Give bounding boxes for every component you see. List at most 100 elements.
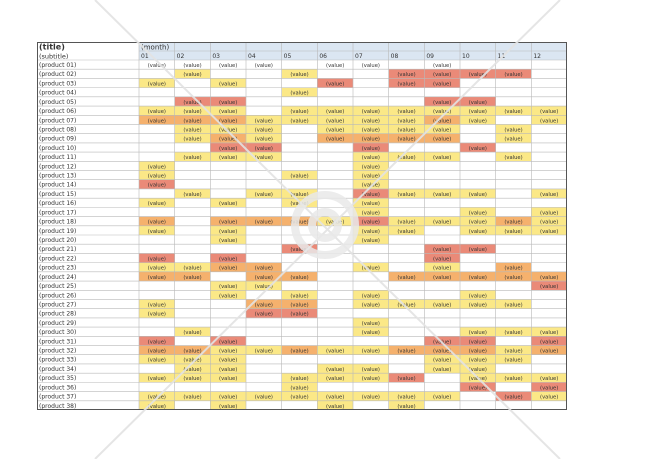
qty-cell [246,290,282,300]
qty-cell [317,170,353,180]
qty-value: (value) [148,109,166,115]
qty-cell [353,87,389,97]
qty-cell [139,188,175,199]
qty-cell [353,244,389,254]
qty-value: (value) [433,256,451,262]
qty-cell [388,198,425,208]
qty-value: (value) [290,118,308,124]
qty-value: (value) [469,118,487,124]
qty-value: (value) [540,220,558,226]
qty-cell [531,133,567,143]
qty-cell [317,207,353,217]
qty-value: (value) [362,155,380,161]
qty-value: (value) [148,164,166,170]
qty-value: (value) [433,339,451,345]
product-cell [37,207,139,217]
qty-cell [424,207,460,217]
qty-value: (value) [397,302,415,308]
qty-cell [388,308,425,318]
qty-cell [317,225,353,235]
qty-value: (value) [255,395,273,401]
qty-cell [174,308,211,318]
qty-cell [246,235,282,245]
qty-cell [531,235,567,245]
qty-cell [139,69,175,79]
qty-cell [460,235,496,245]
qty-cell [139,235,175,245]
qty-cell [317,235,353,245]
qty-cell [460,60,496,70]
qty-cell [424,317,460,328]
qty-cell [139,382,175,392]
qty-cell [460,133,496,143]
product-name: (product 36) [39,384,76,391]
qty-value: (value) [219,238,237,244]
product-cell [37,60,139,70]
product-name: (product 17) [39,209,76,216]
qty-cell [174,161,211,171]
qty-value: (value) [290,293,308,299]
qty-cell [531,87,567,97]
qty-value: (value) [290,109,308,115]
qty-value: (value) [397,395,415,401]
product-name: (product 09) [39,136,76,143]
qty-cell [246,78,282,88]
qty-cell [460,179,496,189]
qty-cell [495,235,532,245]
qty-cell [460,391,496,401]
qty-value: (value) [433,358,451,364]
qty-cell [353,281,389,291]
qty-value: (value) [148,339,166,345]
qty-value: (value) [183,155,201,161]
qty-value: (value) [362,127,380,133]
qty-cell [317,179,353,189]
qty-cell [317,382,353,392]
qty-cell [174,235,211,245]
product-cell [37,382,139,392]
product-cell [37,87,139,97]
qty-value: (value) [469,302,487,308]
product-cell [37,78,139,88]
qty-value: (value) [469,100,487,106]
qty-value: (value) [469,247,487,253]
qty-value: (value) [362,321,380,327]
qty-value: (value) [255,220,273,226]
qty-cell [531,161,567,171]
qty-cell [281,207,318,217]
product-cell [37,161,139,171]
month-header: 10 [462,53,470,60]
qty-cell [317,253,353,263]
qty-value: (value) [362,229,380,235]
qty-cell [495,60,532,70]
qty-cell [281,336,318,346]
product-name: (product 35) [39,375,76,382]
qty-value: (value) [255,266,273,272]
qty-value: (value) [219,284,237,290]
qty-value: (value) [469,146,487,152]
qty-value: (value) [433,137,451,143]
qty-cell [424,161,460,171]
qty-value: (value) [540,385,558,391]
product-cell [37,308,139,318]
product-cell [37,124,139,134]
qty-value: (value) [219,81,237,87]
qty-value: (value) [433,72,451,78]
product-name: (product 22) [39,255,76,262]
qty-cell [460,400,496,410]
qty-cell [246,253,282,263]
qty-value: (value) [362,302,380,308]
qty-value: (value) [219,256,237,262]
product-name: (product 37) [39,394,76,401]
qty-cell [388,336,425,346]
month-header: 04 [248,53,256,60]
qty-cell [531,262,567,272]
month-header: 03 [212,53,220,60]
qty-value: (value) [362,367,380,373]
qty-value: (value) [219,201,237,207]
qty-cell [317,281,353,291]
qty-cell [246,317,282,328]
qty-value: (value) [219,127,237,133]
qty-cell [531,152,567,162]
product-cell [37,299,139,309]
qty-cell [210,308,246,318]
